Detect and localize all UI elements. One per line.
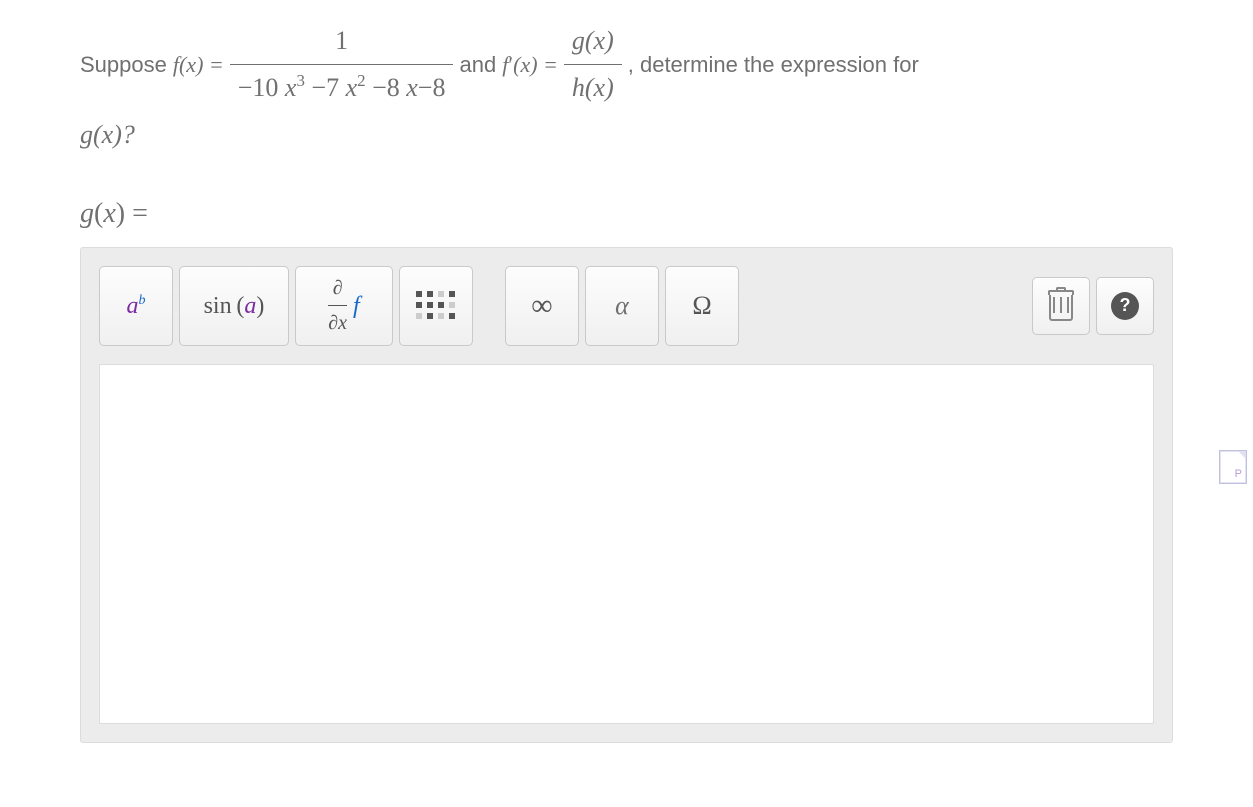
text-and: and bbox=[459, 47, 496, 82]
trig-button[interactable]: sin (a) bbox=[179, 266, 289, 346]
fraction-fx: 1 −10 x3 −7 x2 −8 x−8 bbox=[230, 20, 454, 108]
derivative-button[interactable]: ∂ ∂x f bbox=[295, 266, 393, 346]
infinity-button[interactable]: ∞ bbox=[505, 266, 579, 346]
infinity-icon: ∞ bbox=[531, 282, 552, 330]
help-button[interactable]: ? bbox=[1096, 277, 1154, 335]
frac2-den: h(x) bbox=[564, 64, 622, 109]
alpha-button[interactable]: α bbox=[585, 266, 659, 346]
matrix-icon bbox=[416, 291, 456, 320]
question-text: Suppose f(x) = 1 −10 x3 −7 x2 −8 x−8 and… bbox=[80, 20, 1173, 108]
answer-prompt: g(x) = bbox=[80, 192, 1173, 237]
fraction-num: 1 bbox=[230, 20, 454, 64]
toolbar-right-group: ? bbox=[1032, 277, 1154, 335]
fx-label: f(x) = bbox=[173, 47, 224, 82]
omega-button[interactable]: Ω bbox=[665, 266, 739, 346]
text-after: , determine the expression for bbox=[628, 47, 919, 82]
page-note-icon[interactable]: P bbox=[1219, 450, 1247, 484]
trash-icon bbox=[1048, 290, 1074, 321]
clear-button[interactable] bbox=[1032, 277, 1090, 335]
editor-toolbar: ab sin (a) ∂ ∂x f bbox=[99, 266, 1154, 346]
matrix-button[interactable] bbox=[399, 266, 473, 346]
fraction-den: −10 x3 −7 x2 −8 x−8 bbox=[230, 64, 454, 109]
equation-editor: ab sin (a) ∂ ∂x f bbox=[80, 247, 1173, 743]
math-input-area[interactable] bbox=[99, 364, 1154, 724]
sin-icon: sin (a) bbox=[204, 287, 265, 325]
alpha-icon: α bbox=[615, 285, 629, 327]
omega-icon: Ω bbox=[692, 285, 711, 327]
help-icon: ? bbox=[1111, 292, 1139, 320]
text-suppose: Suppose bbox=[80, 47, 167, 82]
superscript-button[interactable]: ab bbox=[99, 266, 173, 346]
toolbar-left-group: ab sin (a) ∂ ∂x f bbox=[99, 266, 739, 346]
question-second-line: g(x)? bbox=[80, 114, 1173, 156]
frac2-num: g(x) bbox=[564, 20, 622, 64]
fprime-label: f′(x) = bbox=[502, 47, 558, 82]
fraction-fprime: g(x) h(x) bbox=[564, 20, 622, 108]
page-note-letter: P bbox=[1235, 468, 1242, 480]
superscript-icon: ab bbox=[127, 287, 146, 325]
partial-icon: ∂ ∂x f bbox=[328, 272, 359, 339]
